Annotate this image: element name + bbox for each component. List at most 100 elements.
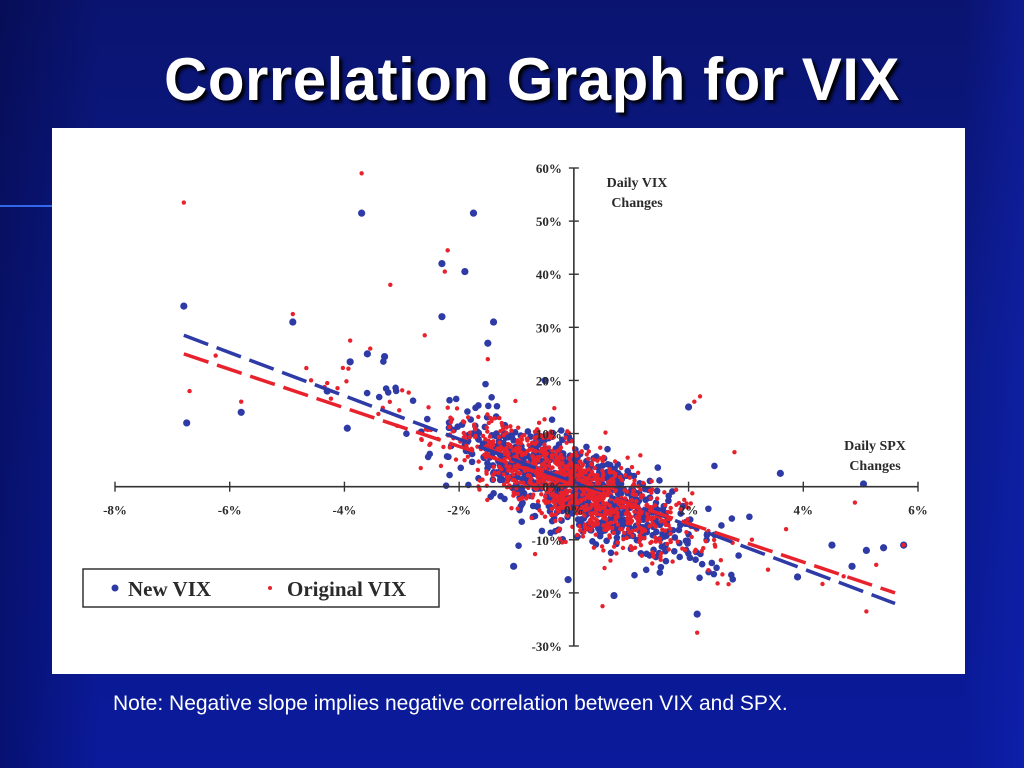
original-vix-point — [492, 470, 498, 476]
original-vix-point — [662, 490, 667, 495]
original-vix-point — [660, 527, 665, 532]
original-vix-point — [852, 500, 858, 505]
legend: New VIX Original VIX — [82, 568, 440, 608]
original-vix-point — [450, 429, 456, 434]
new-vix-point — [696, 574, 703, 582]
original-vix-point — [634, 499, 639, 504]
x-tick-label: 6% — [908, 503, 928, 518]
original-vix-point — [480, 477, 485, 482]
original-vix-point — [550, 448, 555, 453]
original-vix-point — [664, 541, 670, 547]
original-vix-point — [487, 434, 493, 439]
original-vix-point — [467, 430, 473, 435]
original-vix-point — [649, 517, 654, 522]
new-vix-point — [728, 515, 736, 522]
original-vix-point — [569, 438, 575, 444]
original-vix-point — [697, 394, 703, 399]
original-vix-point — [668, 537, 673, 543]
original-vix-point — [535, 427, 540, 432]
original-vix-point — [491, 439, 496, 444]
original-vix-point — [521, 480, 526, 486]
original-vix-point — [674, 502, 679, 508]
original-vix-point — [546, 445, 552, 450]
original-vix-point — [601, 516, 607, 521]
original-vix-point — [564, 440, 569, 445]
original-vix-point — [598, 512, 603, 518]
new-vix-point — [708, 559, 716, 567]
new-vix-point — [515, 542, 522, 549]
original-vix-point — [595, 504, 600, 510]
original-vix-point — [501, 432, 506, 438]
original-vix-point — [625, 515, 630, 521]
original-vix-point — [591, 545, 597, 550]
original-vix-point — [582, 508, 588, 513]
original-vix-point — [548, 429, 554, 434]
original-vix-point — [592, 521, 598, 526]
original-vix-point — [574, 511, 580, 516]
original-vix-point — [558, 452, 563, 457]
original-vix-point — [673, 487, 679, 493]
new-vix-point — [442, 482, 450, 490]
original-vix-point — [533, 486, 539, 492]
original-vix-point — [515, 491, 521, 496]
new-vix-point — [693, 610, 701, 618]
original-vix-point — [699, 548, 704, 554]
new-vix-point — [469, 209, 478, 217]
original-vix-point — [465, 415, 471, 420]
original-vix-point — [615, 540, 620, 545]
original-vix-point — [549, 511, 555, 517]
original-vix-point — [651, 554, 656, 559]
original-vix-point — [657, 536, 663, 541]
original-vix-point — [607, 503, 613, 508]
original-vix-point — [601, 455, 607, 460]
original-vix-point — [600, 476, 605, 481]
new-vix-point — [710, 570, 718, 578]
original-vix-point — [632, 545, 638, 550]
original-vix-point — [637, 507, 642, 513]
original-vix-point — [625, 455, 630, 460]
original-vix-point — [620, 545, 626, 551]
original-vix-point — [509, 505, 514, 511]
new-vix-point — [604, 445, 611, 453]
data-points-layer — [180, 171, 908, 635]
new-vix-point — [654, 464, 662, 471]
original-vix-point — [560, 456, 565, 461]
original-vix-point — [340, 365, 346, 371]
slide-note: Note: Negative slope implies negative co… — [113, 692, 788, 715]
new-vix-point — [382, 385, 390, 392]
original-vix-point — [564, 511, 570, 517]
original-vix-point — [591, 457, 596, 462]
x-tick-label: 4% — [794, 503, 814, 518]
original-vix-point — [568, 460, 573, 465]
legend-new-vix-label: New VIX — [128, 577, 211, 601]
original-vix-point — [688, 501, 694, 506]
new-vix-point — [670, 547, 678, 555]
original-vix-point — [864, 609, 869, 614]
original-vix-point — [552, 405, 557, 411]
original-vix-point — [596, 481, 602, 486]
original-vix-point — [400, 388, 405, 393]
original-vix-point — [684, 529, 689, 535]
new-vix-point — [423, 415, 431, 423]
original-vix-point — [522, 451, 528, 457]
original-vix-point — [586, 476, 591, 481]
original-vix-point — [600, 603, 605, 609]
new-vix-point — [656, 569, 664, 576]
new-vix-point — [657, 563, 665, 571]
new-vix-point — [729, 576, 737, 583]
new-vix-point — [519, 499, 526, 507]
new-vix-point — [438, 260, 446, 268]
original-vix-point — [497, 415, 502, 421]
original-vix-point — [531, 492, 536, 497]
original-vix-point — [589, 502, 595, 507]
original-vix-point — [611, 530, 616, 536]
original-vix-point — [441, 444, 446, 450]
original-vix-point — [718, 557, 724, 563]
new-vix-point — [468, 450, 476, 458]
original-vix-point — [642, 535, 647, 541]
new-vix-point — [603, 537, 610, 545]
new-vix-point — [446, 471, 453, 479]
y-tick-label: -20% — [532, 586, 562, 601]
original-vix-point — [638, 537, 643, 542]
new-vix-point — [452, 395, 460, 403]
